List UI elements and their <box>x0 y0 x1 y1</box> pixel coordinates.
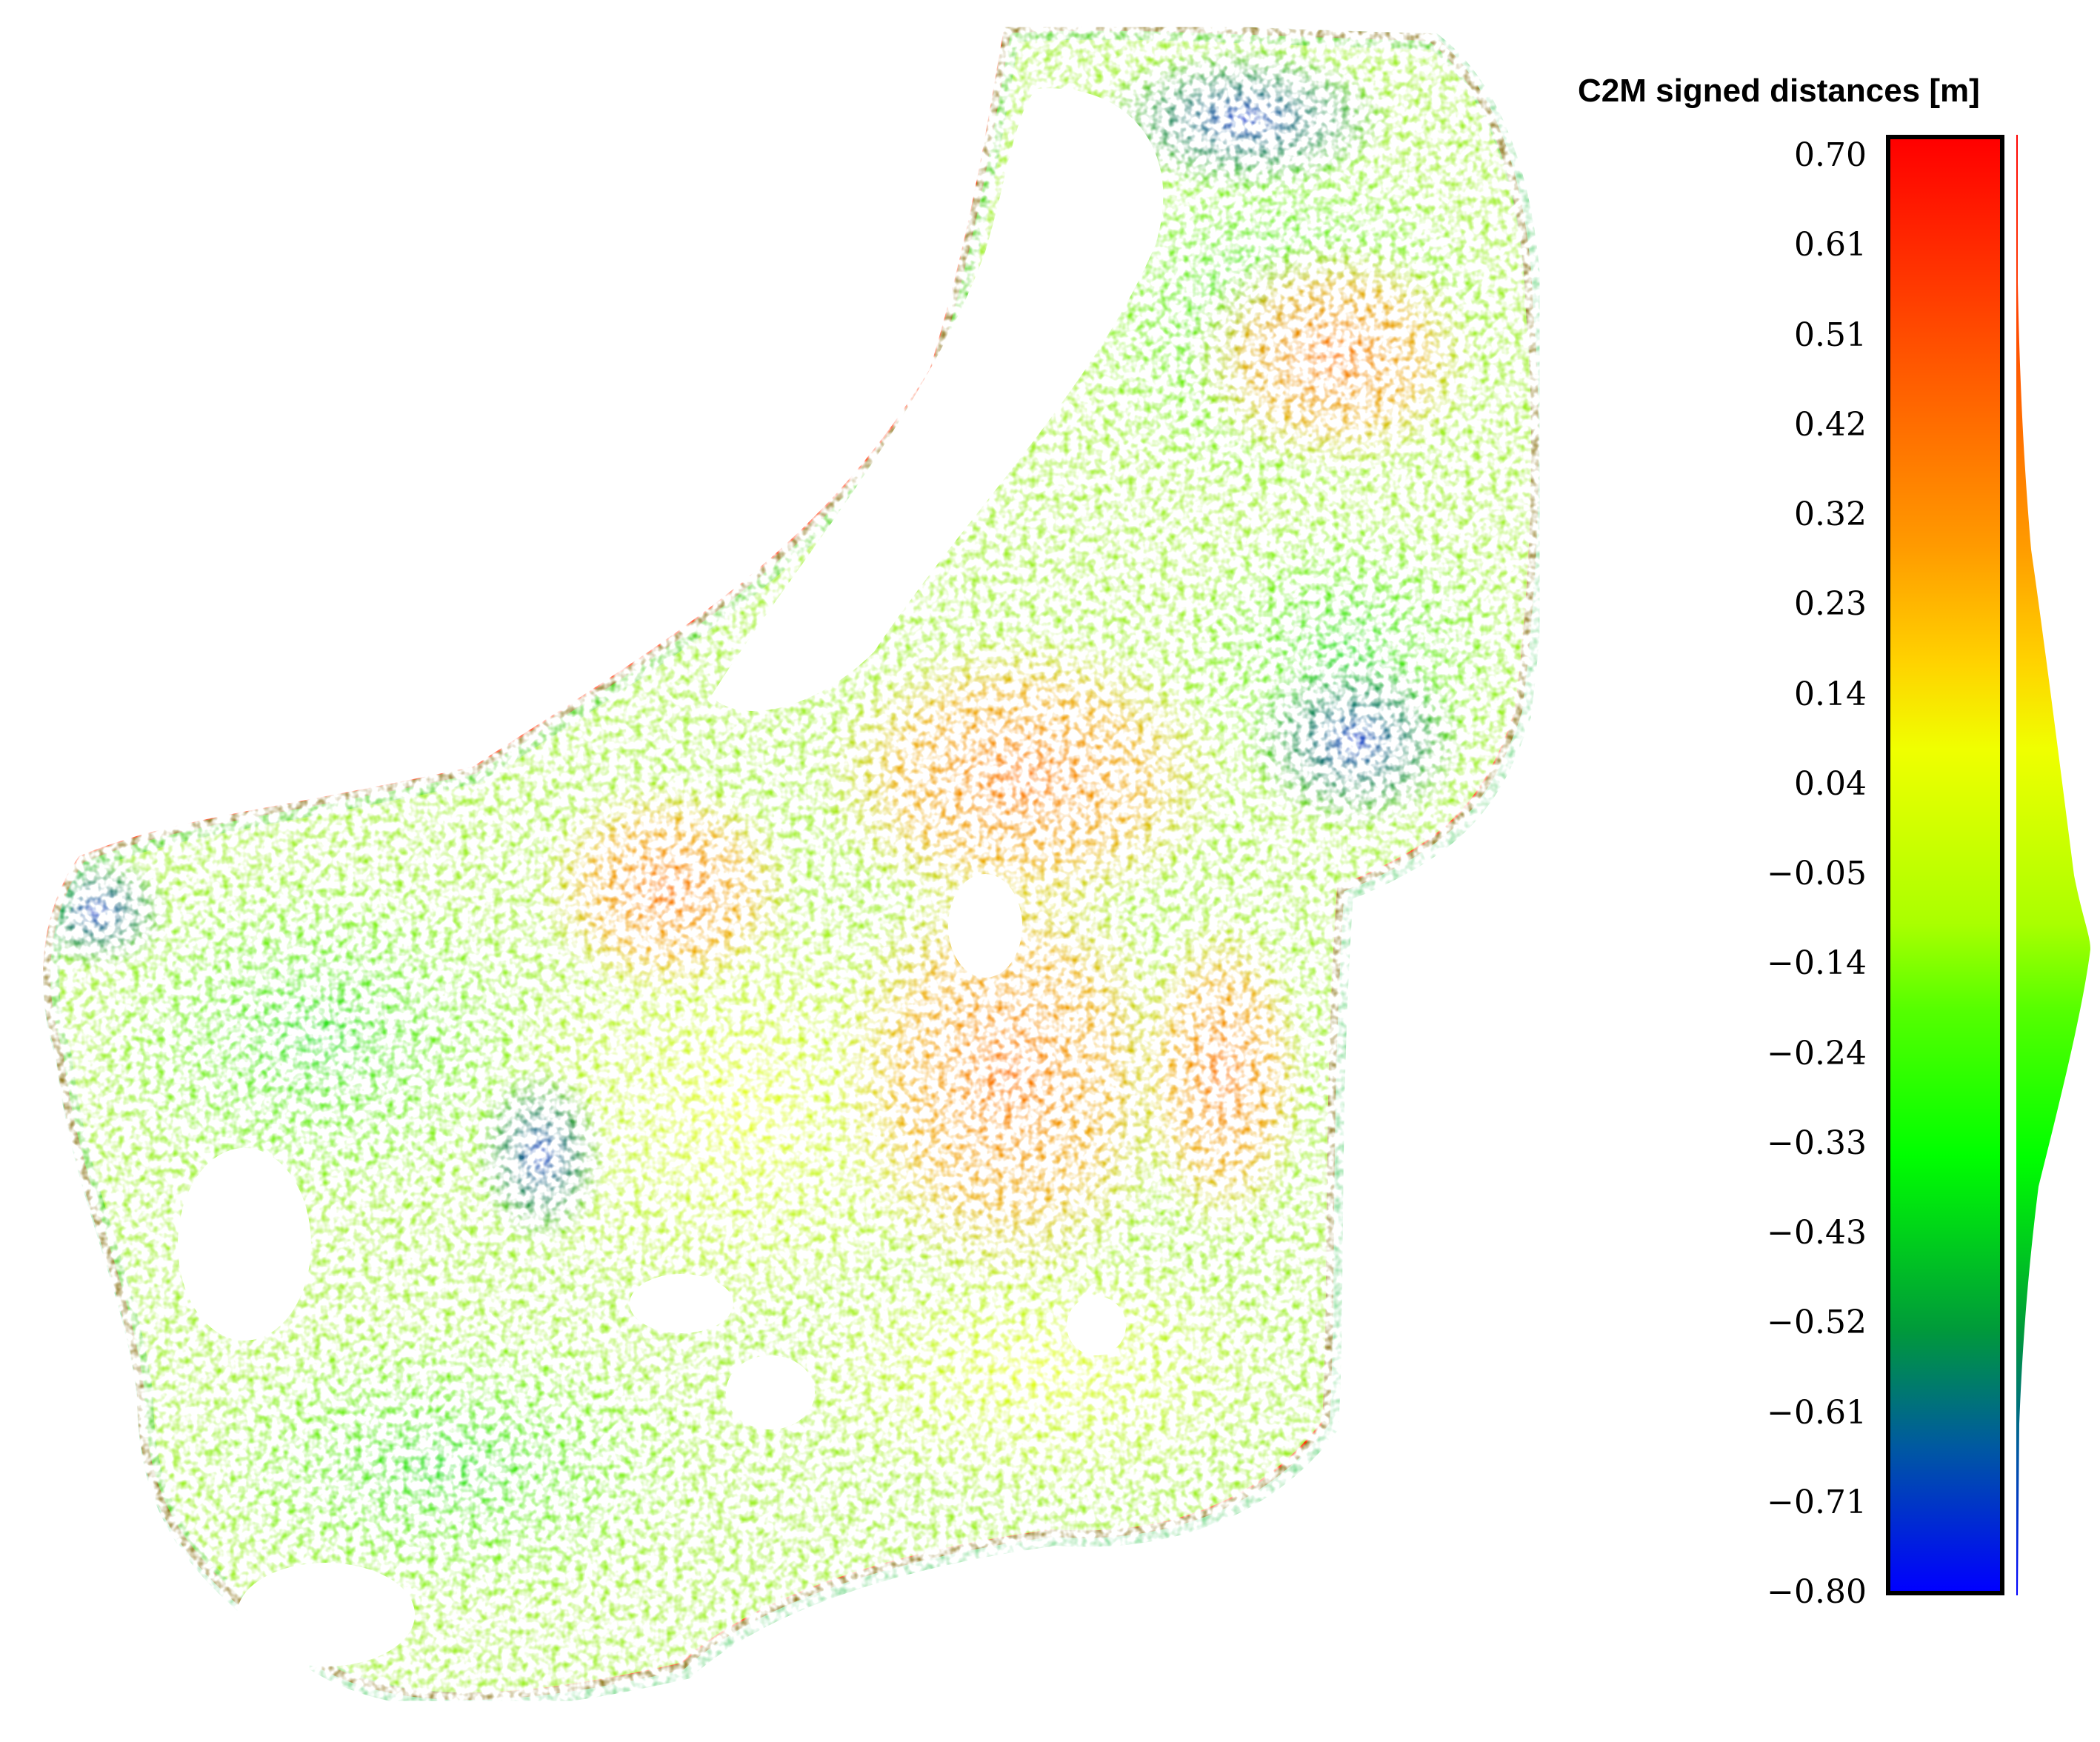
colorbar-tick-label: −0.24 <box>1767 1034 1867 1072</box>
colorbar-tick-label: −0.71 <box>1767 1483 1867 1521</box>
colorbar-tick-label: −0.52 <box>1767 1304 1867 1342</box>
orange-zone-east <box>1133 911 1311 1237</box>
green-zone-south <box>178 1318 711 1615</box>
colorbar-tick-label: −0.43 <box>1767 1214 1867 1252</box>
data-gaps <box>178 88 1164 1666</box>
colorbar-tick-label: 0.51 <box>1794 316 1867 354</box>
colorbar-tick-label: −0.61 <box>1767 1393 1867 1432</box>
orange-zone-center <box>830 852 1185 1296</box>
colorbar-tick-label: 0.14 <box>1794 675 1867 713</box>
histogram-shape <box>2016 135 2090 1595</box>
blue-zone-top <box>1096 44 1393 193</box>
colorbar-tick-label: 0.42 <box>1794 405 1867 444</box>
colorbar-tick-label: 0.61 <box>1794 226 1867 264</box>
colorbar-tick-label: −0.80 <box>1767 1573 1867 1611</box>
colorbar-tick-label: 0.70 <box>1794 136 1867 174</box>
colorbar-tick-label: 0.32 <box>1794 495 1867 533</box>
green-zone-west <box>81 859 556 1215</box>
distance-histogram <box>2016 135 2090 1595</box>
colorbar-tick-label: −0.05 <box>1767 855 1867 892</box>
colorbar-tick-label: 0.04 <box>1794 764 1867 803</box>
orange-zone-core <box>815 630 1230 926</box>
blue-zone-east <box>1244 652 1467 830</box>
colorbar-tick-label: −0.14 <box>1767 944 1867 983</box>
blue-zone-center <box>474 1067 607 1244</box>
orange-zone-west <box>533 778 800 1000</box>
shoreline-green-band <box>43 23 1548 1709</box>
colorbar-title: C2M signed distances [m] <box>1578 73 1980 109</box>
colorbar <box>1886 135 2004 1595</box>
yellow-zone-southeast <box>785 1237 1289 1504</box>
colorbar-tick-label: −0.33 <box>1767 1124 1867 1162</box>
orange-zone-north <box>1185 237 1481 474</box>
colorbar-tick-label: 0.23 <box>1794 585 1867 624</box>
